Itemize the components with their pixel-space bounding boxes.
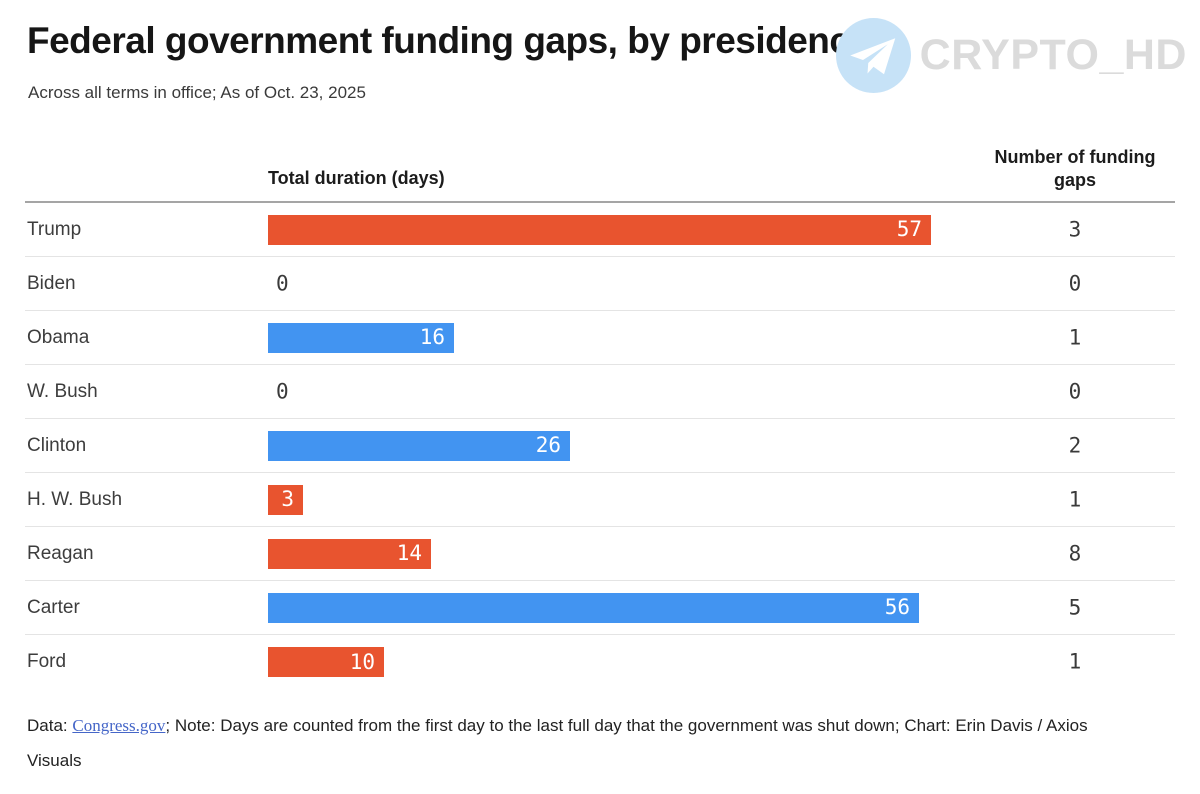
president-label: Biden [27,272,76,294]
duration-value: 26 [535,433,561,457]
footer-line-1: Data: Congress.gov; Note: Days are count… [27,708,1149,743]
duration-bar: 14 [268,538,431,569]
president-label: Trump [27,218,82,240]
chart-subtitle: Across all terms in office; As of Oct. 2… [28,83,366,102]
president-label: H. W. Bush [27,488,123,510]
duration-value: 57 [896,217,922,241]
president-label: Carter [27,596,80,618]
header-divider [25,201,1175,203]
president-label: Obama [27,326,90,348]
gap-count: 2 [1068,433,1082,457]
table-row: Reagan 14 8 [25,527,1175,581]
duration-bar: 26 [268,430,570,461]
column-header-duration: Total duration (days) [268,168,445,188]
duration-value: 56 [884,595,910,619]
gap-count: 8 [1068,541,1082,565]
duration-value-zero: 0 [276,379,289,403]
gap-count: 1 [1068,487,1082,511]
gap-count: 1 [1068,325,1082,349]
gap-count: 0 [1068,379,1082,403]
duration-bar: 57 [268,214,931,245]
duration-value: 16 [419,325,445,349]
table-row: Trump 57 3 [25,203,1175,257]
duration-bar: 16 [268,322,454,353]
table-row: Carter 56 5 [25,581,1175,635]
president-label: W. Bush [27,380,98,402]
footer-note: Data: Congress.gov; Note: Days are count… [27,708,1149,778]
table-row: W. Bush 0 0 [25,365,1175,419]
telegram-icon [835,18,911,93]
footer-data-prefix: Data: [27,716,73,735]
duration-value-zero: 0 [276,271,289,295]
duration-bar: 56 [268,592,919,623]
president-label: Clinton [27,434,87,456]
gap-count: 0 [1068,271,1082,295]
gap-count: 5 [1068,595,1082,619]
column-header-gaps: Number of funding gaps [994,147,1156,190]
table-row: H. W. Bush 3 1 [25,473,1175,527]
duration-bar: 3 [268,484,303,515]
page-title: Federal government funding gaps, by pres… [27,20,870,61]
chart-rows: Trump 57 3 Biden 0 0 Obama 16 1 W. Bush 0 0 Clinton 2… [25,203,1175,689]
table-row: Biden 0 0 [25,257,1175,311]
table-row: Ford 10 1 [25,635,1175,689]
watermark: CRYPTO_HD [835,18,1187,93]
watermark-label: CRYPTO_HD [919,31,1187,79]
duration-bar: 10 [268,647,384,677]
gap-count: 3 [1068,217,1082,241]
duration-value: 10 [349,649,375,674]
president-label: Reagan [27,542,94,564]
footer-line-2: Visuals [27,751,82,770]
gap-count: 1 [1068,649,1082,674]
table-row: Obama 16 1 [25,311,1175,365]
duration-value: 14 [396,541,422,565]
congress-gov-link[interactable]: Congress.gov [72,716,166,735]
footer-note-text: ; Note: Days are counted from the first … [165,716,1088,735]
duration-value: 3 [281,487,294,511]
table-row: Clinton 26 2 [25,419,1175,473]
president-label: Ford [27,651,67,672]
